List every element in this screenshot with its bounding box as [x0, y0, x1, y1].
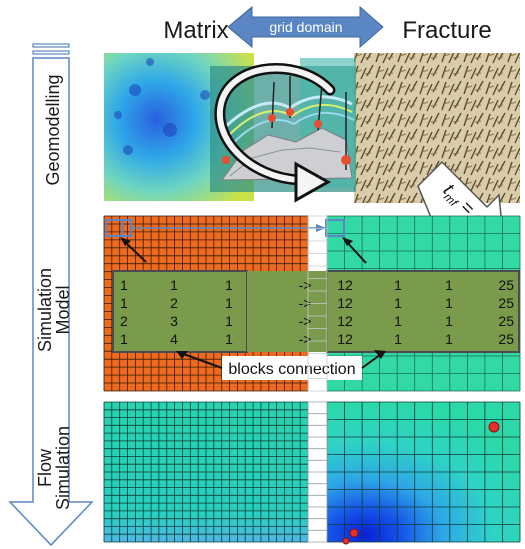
matrix-to-fracture-curved-arrow [214, 63, 336, 203]
matrix-title: Matrix [163, 17, 228, 44]
well-marker-top [488, 421, 500, 433]
table-cell-left: 4 [170, 331, 178, 347]
stage-label-flow: Flow [35, 448, 55, 487]
workflow-down-arrow [8, 43, 94, 547]
table-cell-right: 1 [445, 313, 453, 329]
connection-table-right [326, 270, 520, 353]
stage-label-model: Model [53, 285, 73, 334]
table-cell-right: 12 [337, 331, 353, 347]
table-cell-right: 12 [337, 277, 353, 293]
table-cell-right: 1 [394, 313, 402, 329]
table-cell-left: 2 [120, 313, 128, 329]
table-cell-right: 12 [337, 313, 353, 329]
table-cell-left: 1 [120, 295, 128, 311]
table-cell-left: 1 [225, 277, 233, 293]
connection-table-left [112, 270, 248, 353]
table-arrow: -> [299, 313, 312, 329]
well-marker-bottom [349, 528, 359, 538]
table-cell-left: 1 [225, 331, 233, 347]
pointer-left-head [120, 237, 131, 246]
table-cell-right: 25 [498, 331, 514, 347]
table-arrow: -> [299, 331, 312, 347]
pointer-right-head [342, 237, 353, 246]
table-cell-right: 1 [394, 277, 402, 293]
table-arrow: -> [299, 295, 312, 311]
blocks-arrow-left-head [176, 351, 188, 359]
well-marker-bottom-2 [342, 537, 350, 545]
matrix-flow-grid [103, 401, 309, 543]
table-cell-right: 1 [445, 331, 453, 347]
table-cell-left: 1 [225, 295, 233, 311]
table-cell-left: 1 [225, 313, 233, 329]
blocks-connection-label-box [222, 356, 362, 380]
matrix-map-speckles [114, 58, 210, 155]
connection-table-middle [247, 271, 327, 352]
stage-label-simulation: Simulation [35, 268, 55, 352]
blocks-arrow-right-head [374, 350, 386, 359]
fracture-title: Fracture [402, 17, 491, 44]
cell-link-arrowhead [316, 224, 326, 232]
table-cell-right: 1 [394, 295, 402, 311]
table-cell-right: 25 [498, 277, 514, 293]
grid-domain-arrow [227, 5, 384, 49]
blocks-connection-label: blocks connection [228, 361, 355, 378]
domain-gap-grid [307, 215, 328, 543]
table-cell-left: 3 [170, 313, 178, 329]
table-cell-left: 2 [170, 295, 178, 311]
stage-label-flow-simulation: Simulation [53, 426, 73, 510]
grid-domain-label: grid domain [269, 19, 342, 35]
table-cell-right: 25 [498, 295, 514, 311]
table-cell-right: 25 [498, 313, 514, 329]
table-cell-left: 1 [120, 277, 128, 293]
table-cell-left: 1 [170, 277, 178, 293]
table-cell-right: 12 [337, 295, 353, 311]
table-cell-left: 1 [120, 331, 128, 347]
stage-label-geomodelling: Geomodelling [43, 74, 63, 185]
table-cell-right: 1 [445, 295, 453, 311]
table-cell-right: 1 [445, 277, 453, 293]
table-cell-right: 1 [394, 331, 402, 347]
